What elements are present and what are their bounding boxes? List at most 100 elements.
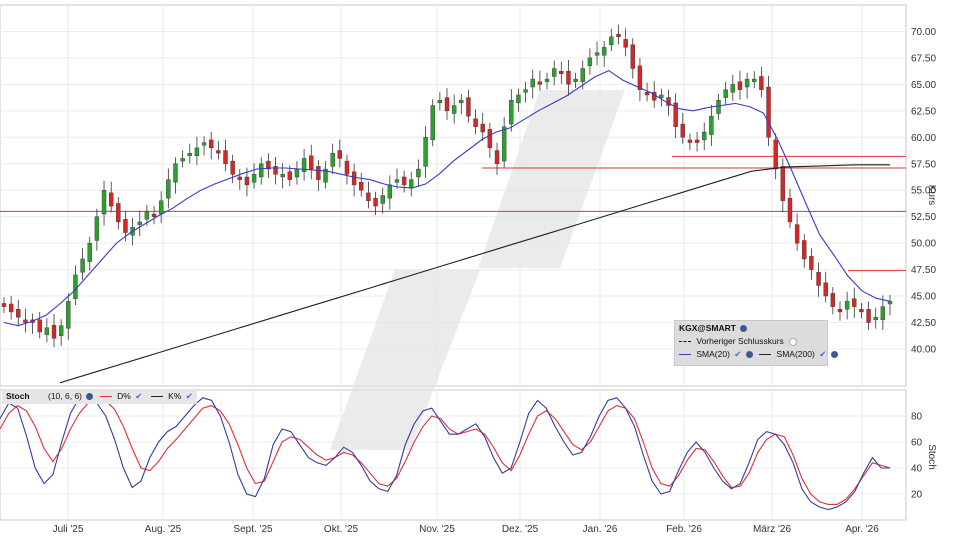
price-y-tick: 62.50 [911, 106, 936, 117]
candle-body [251, 174, 257, 183]
candle-body [587, 57, 593, 67]
candle-body [809, 256, 814, 270]
x-tick-label: Okt. '25 [324, 524, 359, 535]
candle-body [409, 179, 414, 188]
candle-body [866, 309, 871, 323]
candle-body [573, 78, 578, 82]
candle-body [158, 200, 164, 215]
candle-body [437, 100, 443, 104]
candle-body [744, 78, 750, 88]
d-line-icon [99, 396, 112, 398]
stoch-legend-k: K% [168, 391, 182, 401]
price-y-tick: 70.00 [911, 27, 936, 38]
candle-body [487, 129, 493, 149]
sma200-check-icon[interactable]: ✔ [819, 349, 827, 359]
candle-body [330, 152, 335, 167]
candle-body [273, 166, 278, 175]
candle-body [644, 92, 650, 96]
candle-body [373, 197, 378, 207]
watermark-logo [330, 270, 480, 450]
candle-body [523, 89, 528, 93]
x-tick-label: Jan. '26 [583, 524, 618, 535]
candle-body [280, 174, 285, 178]
candle-body [209, 139, 214, 149]
sma20-settings-icon[interactable] [745, 351, 753, 359]
candle-body [309, 155, 314, 170]
candle-body [80, 258, 85, 273]
candle-body [108, 192, 114, 207]
candle-body [423, 137, 428, 167]
candle-body [880, 306, 886, 321]
legend-sma20: SMA(20) [696, 349, 730, 359]
price-y-tick: 50.00 [911, 239, 936, 250]
candle-body [144, 211, 150, 220]
candle-body [566, 70, 571, 85]
price-y-tick: 65.00 [911, 80, 936, 91]
candle-body [852, 298, 857, 307]
candle-body [623, 39, 628, 48]
stoch-legend: Stoch (10, 6, 6) D% ✔ K% ✔ [2, 391, 197, 404]
candle-body [730, 84, 736, 93]
candle-body [337, 150, 343, 159]
candle-body [323, 168, 328, 183]
candle-body [237, 176, 242, 180]
stoch-y-tick: 20 [911, 490, 923, 501]
candle-body [702, 131, 707, 141]
symbol-settings-icon[interactable] [740, 325, 748, 333]
candle-body [244, 176, 250, 186]
candle-body [816, 272, 821, 286]
candle-body [723, 89, 728, 98]
candle-body [216, 150, 221, 154]
d-check-icon[interactable]: ✔ [135, 391, 143, 401]
candle-body [451, 105, 457, 114]
candle-body [559, 70, 564, 74]
prev-close-dash-icon [679, 341, 691, 343]
price-y-tick: 55.00 [911, 186, 936, 197]
candle-body [230, 160, 235, 175]
candle-body [58, 325, 64, 336]
stoch-settings-icon[interactable] [86, 393, 94, 401]
candle-body [359, 182, 364, 191]
candle-body [780, 166, 786, 201]
sma200-settings-icon[interactable] [830, 351, 838, 359]
candle-body [380, 195, 385, 204]
candle-body [137, 221, 142, 225]
candle-body [673, 102, 678, 127]
stoch-d-line [0, 397, 891, 505]
candle-body [837, 309, 843, 313]
candle-body [166, 179, 171, 199]
candle-body [609, 36, 614, 45]
candle-body [794, 224, 800, 244]
candle-body [473, 118, 478, 127]
candle-body [180, 158, 185, 162]
candle-body [1, 303, 7, 307]
sma20-check-icon[interactable]: ✔ [734, 349, 742, 359]
prev-close-toggle-icon[interactable] [789, 337, 798, 346]
price-y-tick: 52.50 [911, 212, 936, 223]
candle-body [430, 105, 435, 141]
candle-body [787, 197, 793, 223]
candle-body [8, 303, 14, 313]
price-y-label: Kurs [926, 185, 937, 206]
stoch-legend-params: (10, 6, 6) [48, 391, 83, 401]
candle-body [716, 100, 721, 114]
candle-body [266, 160, 271, 170]
candle-body [66, 301, 71, 329]
k-check-icon[interactable]: ✔ [185, 391, 193, 401]
candle-body [802, 240, 807, 260]
price-y-tick: 45.00 [911, 292, 936, 303]
candle-body [387, 184, 393, 199]
candle-body [44, 327, 50, 335]
sma20-line [3, 69, 891, 327]
candle-body [466, 97, 471, 117]
price-y-tick: 47.50 [911, 265, 936, 276]
price-y-tick: 42.50 [911, 318, 936, 329]
candle-body [616, 33, 621, 37]
candle-body [459, 100, 464, 104]
candle-body [294, 168, 300, 178]
price-y-tick: 40.00 [911, 344, 936, 355]
stoch-panel [0, 389, 907, 521]
candle-body [480, 123, 485, 133]
candle-body [494, 150, 500, 164]
